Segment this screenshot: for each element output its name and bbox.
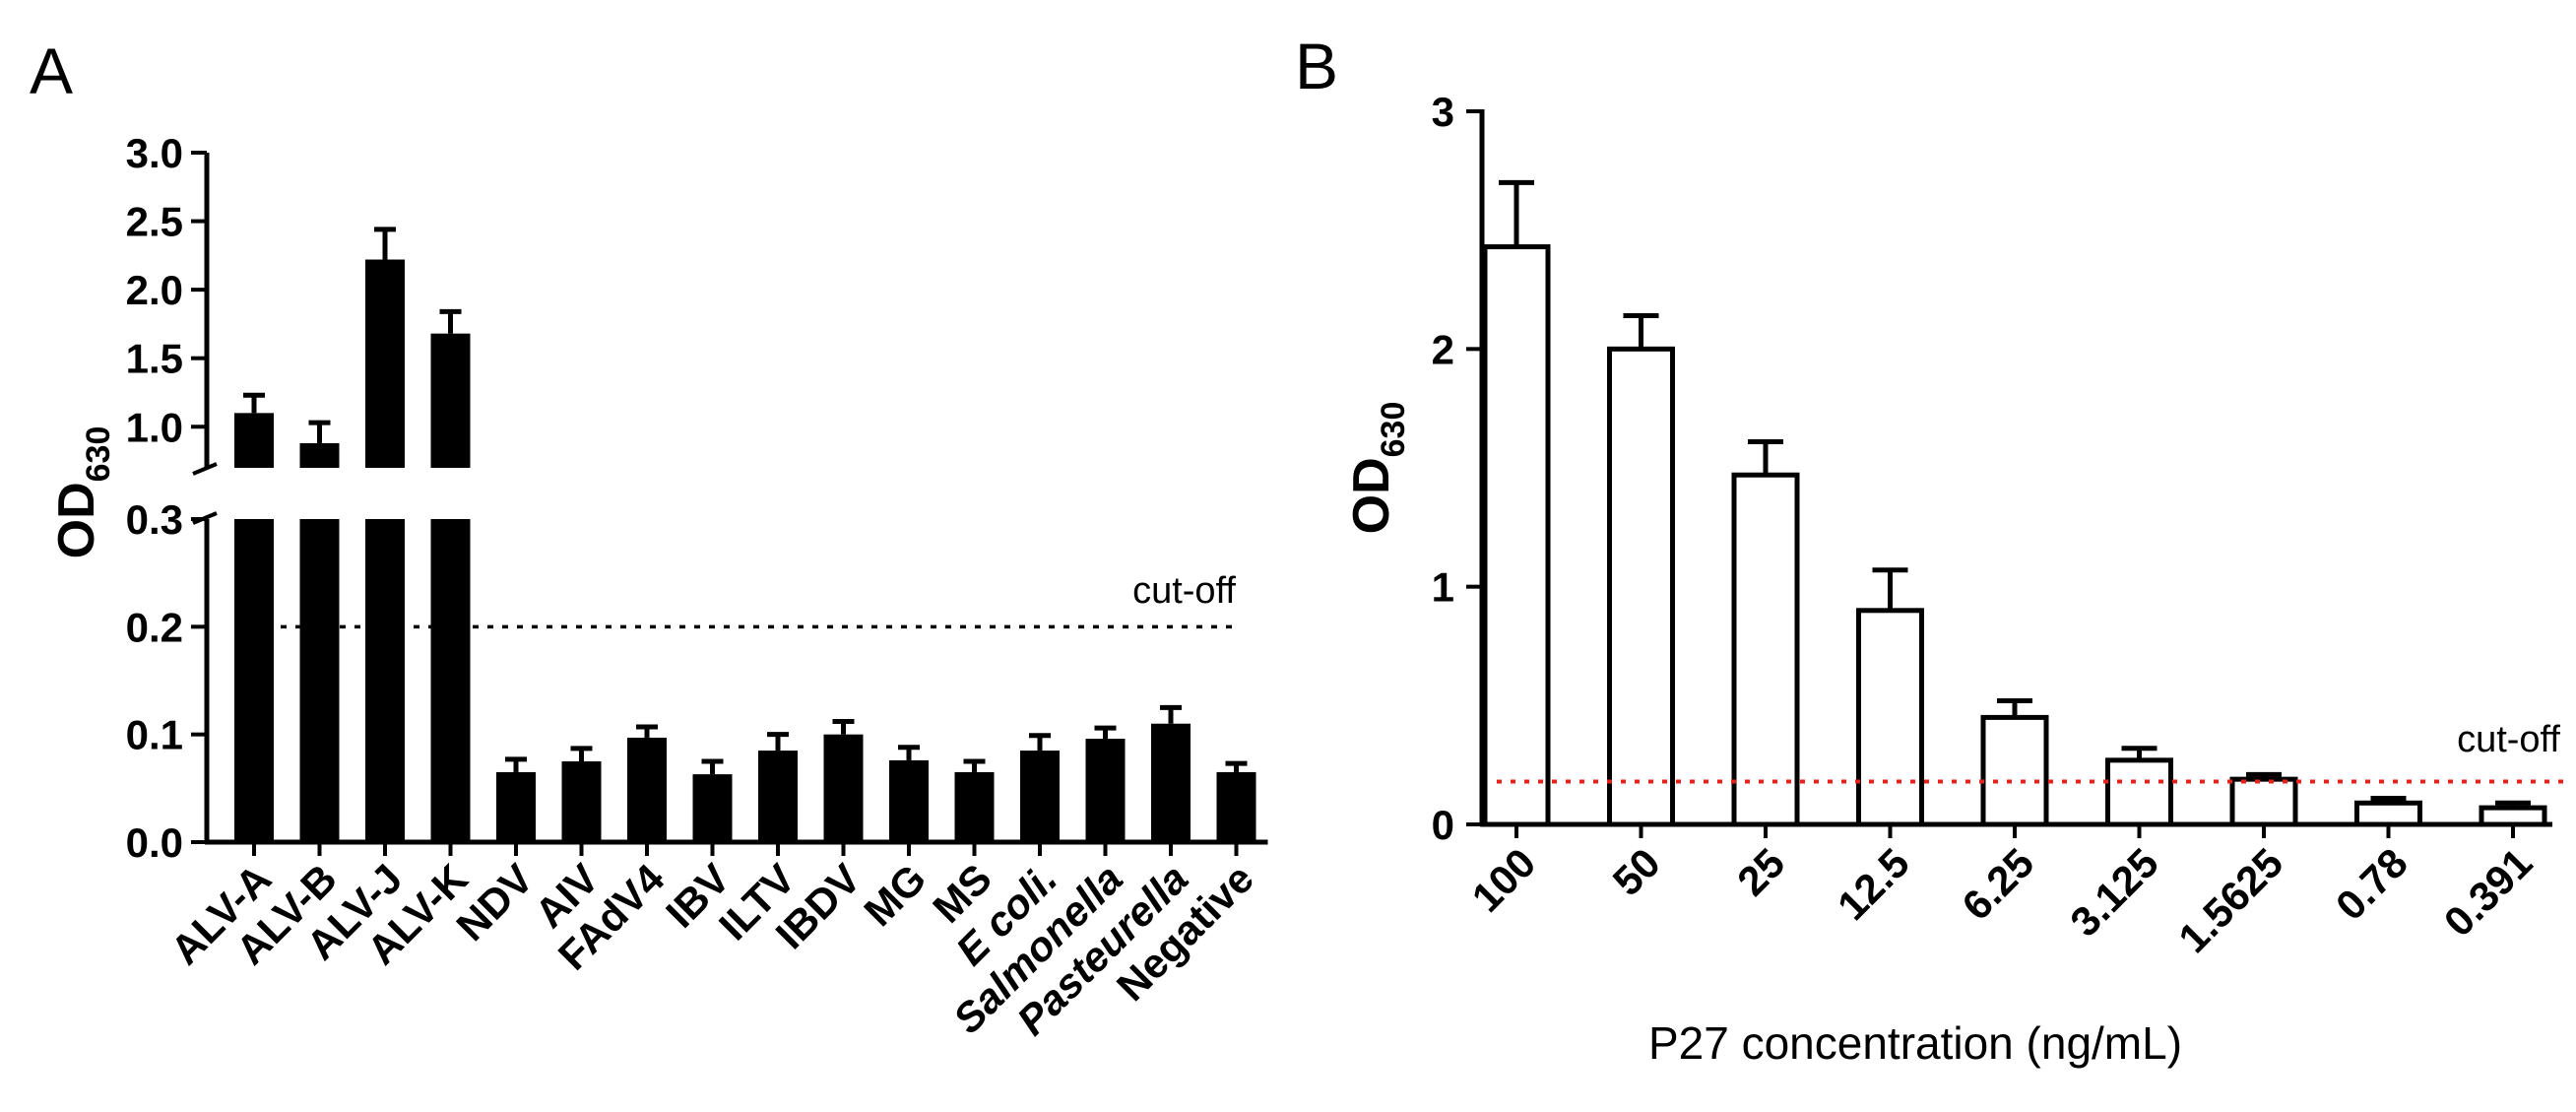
- panel-b-ytick-label: 1: [1432, 564, 1454, 611]
- panel-a-bars: [234, 227, 1256, 842]
- panel-a-bar: [299, 442, 340, 468]
- panel-a: A OD630 0.0 0.1 0.2 0.3 1.0 1.5 2.0 2.5 3.0 ALV-…: [30, 34, 1268, 1044]
- panel-a-ytick-label: 0.2: [126, 604, 183, 650]
- panel-b-bar: [1482, 244, 1551, 827]
- panel-b-bar: [2229, 776, 2298, 827]
- panel-a-category-label: MG: [855, 855, 934, 935]
- panel-a-ytick-label: 0.0: [126, 819, 183, 866]
- panel-a-bar: [954, 771, 995, 842]
- panel-b-bar: [1980, 714, 2049, 827]
- panel-a-bar-lower: [234, 519, 274, 842]
- panel-a-bar: [823, 734, 864, 842]
- panel-b-category-label: 0.391: [2435, 839, 2542, 946]
- panel-a-ylabel: OD630: [48, 426, 117, 559]
- panel-a-bar: [561, 761, 602, 842]
- panel-a-bar: [692, 774, 733, 842]
- panel-b-ytick-label: 2: [1432, 326, 1454, 372]
- panel-b-category-labels: 100 50 25 12.5 6.25 3.125 1.5625 0.78 0.391: [1463, 839, 2542, 961]
- panel-b-ytick-label: 3: [1432, 89, 1454, 135]
- panel-b-category-label: 12.5: [1829, 839, 1918, 929]
- panel-b-label: B: [1295, 30, 1338, 102]
- panel-a-ytick-label: 1.0: [126, 404, 183, 450]
- panel-a-ytick-label: 0.3: [126, 496, 183, 543]
- panel-b-ytick-label: 0: [1432, 802, 1454, 848]
- panel-b-cutoff-label: cut-off: [2457, 719, 2560, 760]
- panel-b-ylabel: OD630: [1343, 402, 1412, 535]
- panel-b-bar: [1731, 472, 1800, 827]
- panel-b-category-label: 6.25: [1953, 839, 2042, 929]
- panel-a-ytick-label: 0.1: [126, 712, 183, 758]
- panel-a-bar-lower: [365, 519, 405, 842]
- panel-a-bar: [430, 333, 471, 468]
- panel-b-category-label: 100: [1463, 839, 1545, 921]
- panel-a-ytick-label: 3.0: [126, 130, 183, 176]
- panel-a-bar: [234, 413, 274, 468]
- panel-b-xlabel: P27 concentration (ng/mL): [1648, 1017, 2182, 1069]
- panel-a-bar: [1085, 739, 1126, 842]
- panel-a-ytick-label: 2.5: [126, 199, 183, 245]
- panel-b-axes: 0 1 2 3: [1432, 89, 2552, 848]
- panel-a-bar: [496, 771, 536, 842]
- panel-b-ylabel-sub: 630: [1375, 402, 1412, 458]
- panel-b-category-label: 0.78: [2327, 839, 2416, 929]
- panel-a-bar: [627, 737, 667, 842]
- panel-a-label: A: [30, 34, 73, 107]
- panel-b-bar: [2479, 805, 2547, 827]
- panel-a-ytick-label: 1.5: [126, 336, 183, 382]
- panel-a-category-labels: ALV-AALV-BALV-JALV-KNDVAIVFAdV4IBVILTVIB…: [161, 855, 1262, 1044]
- panel-b-category-label: 25: [1728, 839, 1793, 904]
- panel-a-bar: [1151, 723, 1191, 842]
- panel-a-bar: [889, 759, 929, 842]
- panel-a-bar: [365, 259, 405, 468]
- panel-b-category-label: 1.5625: [2169, 839, 2291, 961]
- panel-b-bar: [2105, 757, 2173, 827]
- panel-b-bar: [1856, 608, 1924, 827]
- panel-a-bar: [1216, 771, 1256, 842]
- panel-b-bar: [1607, 346, 1675, 827]
- panel-b-bar: [2354, 800, 2422, 827]
- panel-b-bars: [1482, 179, 2572, 827]
- panel-a-bar-lower: [430, 519, 471, 842]
- panel-a-bar-lower: [299, 519, 340, 842]
- panel-a-bar: [1020, 751, 1060, 842]
- panel-a-axis-break: [192, 462, 218, 476]
- panel-b-category-label: 50: [1604, 839, 1669, 904]
- panel-a-cutoff-label: cut-off: [1132, 570, 1236, 612]
- panel-a-ytick-label: 2.0: [126, 267, 183, 313]
- panel-b-category-label: 3.125: [2061, 839, 2167, 946]
- panel-a-ylabel-sub: 630: [80, 426, 117, 483]
- panel-a-bar: [758, 751, 798, 842]
